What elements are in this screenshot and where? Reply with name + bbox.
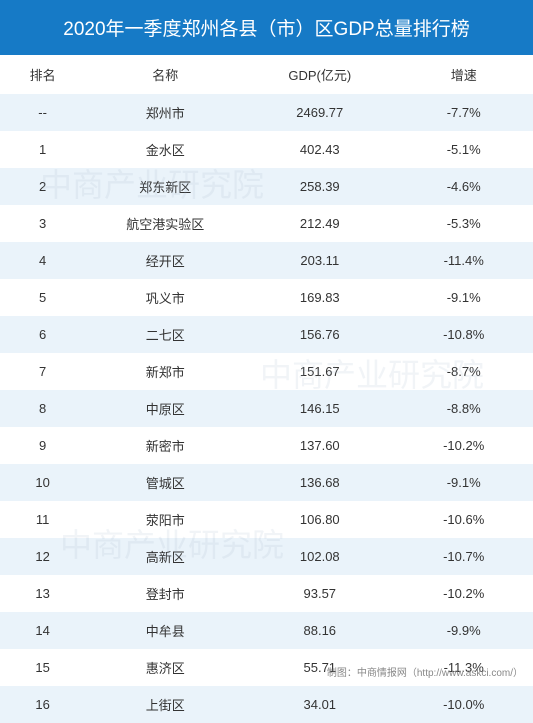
col-header-name: 名称 (85, 55, 245, 94)
cell-growth: -10.7% (394, 538, 533, 575)
table-row: 1金水区402.43-5.1% (0, 131, 533, 168)
table-row: 7新郑市151.67-8.7% (0, 353, 533, 390)
cell-growth: -5.1% (394, 131, 533, 168)
cell-gdp: 156.76 (245, 316, 394, 353)
cell-rank: 14 (0, 612, 85, 649)
cell-rank: 15 (0, 649, 85, 686)
cell-gdp: 88.16 (245, 612, 394, 649)
table-row: 11荥阳市106.80-10.6% (0, 501, 533, 538)
cell-rank: 10 (0, 464, 85, 501)
cell-rank: 9 (0, 427, 85, 464)
cell-rank: 8 (0, 390, 85, 427)
cell-rank: 16 (0, 686, 85, 723)
cell-rank: 1 (0, 131, 85, 168)
cell-gdp: 34.01 (245, 686, 394, 723)
cell-growth: -5.3% (394, 205, 533, 242)
cell-name: 惠济区 (85, 649, 245, 686)
cell-name: 经开区 (85, 242, 245, 279)
cell-rank: -- (0, 94, 85, 131)
cell-name: 新郑市 (85, 353, 245, 390)
cell-gdp: 212.49 (245, 205, 394, 242)
cell-rank: 12 (0, 538, 85, 575)
cell-name: 巩义市 (85, 279, 245, 316)
table-row: 6二七区156.76-10.8% (0, 316, 533, 353)
table-row: 5巩义市169.83-9.1% (0, 279, 533, 316)
cell-gdp: 102.08 (245, 538, 394, 575)
gdp-ranking-table: 排名 名称 GDP(亿元) 增速 --郑州市2469.77-7.7%1金水区40… (0, 55, 533, 723)
cell-gdp: 137.60 (245, 427, 394, 464)
cell-name: 郑东新区 (85, 168, 245, 205)
cell-name: 中牟县 (85, 612, 245, 649)
footer-credit: 制图：中商情报网（http://www.askci.com/） (327, 664, 523, 679)
cell-name: 登封市 (85, 575, 245, 612)
header-row: 排名 名称 GDP(亿元) 增速 (0, 55, 533, 94)
table-row: 16上街区34.01-10.0% (0, 686, 533, 723)
cell-growth: -10.2% (394, 427, 533, 464)
cell-name: 二七区 (85, 316, 245, 353)
cell-growth: -10.0% (394, 686, 533, 723)
cell-name: 高新区 (85, 538, 245, 575)
cell-gdp: 203.11 (245, 242, 394, 279)
cell-gdp: 169.83 (245, 279, 394, 316)
cell-growth: -9.9% (394, 612, 533, 649)
cell-growth: -9.1% (394, 464, 533, 501)
table-row: 10管城区136.68-9.1% (0, 464, 533, 501)
table-row: 2郑东新区258.39-4.6% (0, 168, 533, 205)
cell-rank: 13 (0, 575, 85, 612)
cell-growth: -9.1% (394, 279, 533, 316)
col-header-gdp: GDP(亿元) (245, 55, 394, 94)
cell-growth: -10.6% (394, 501, 533, 538)
table-container: 2020年一季度郑州各县（市）区GDP总量排行榜 排名 名称 GDP(亿元) 增… (0, 0, 533, 683)
table-row: 14中牟县88.16-9.9% (0, 612, 533, 649)
cell-gdp: 106.80 (245, 501, 394, 538)
cell-growth: -11.4% (394, 242, 533, 279)
cell-growth: -10.8% (394, 316, 533, 353)
cell-growth: -7.7% (394, 94, 533, 131)
cell-name: 郑州市 (85, 94, 245, 131)
cell-gdp: 93.57 (245, 575, 394, 612)
cell-gdp: 258.39 (245, 168, 394, 205)
cell-name: 新密市 (85, 427, 245, 464)
table-row: --郑州市2469.77-7.7% (0, 94, 533, 131)
cell-name: 上街区 (85, 686, 245, 723)
table-row: 12高新区102.08-10.7% (0, 538, 533, 575)
col-header-rank: 排名 (0, 55, 85, 94)
cell-name: 金水区 (85, 131, 245, 168)
page-title: 2020年一季度郑州各县（市）区GDP总量排行榜 (0, 0, 533, 55)
cell-name: 中原区 (85, 390, 245, 427)
cell-gdp: 2469.77 (245, 94, 394, 131)
cell-growth: -8.8% (394, 390, 533, 427)
cell-name: 荥阳市 (85, 501, 245, 538)
cell-gdp: 136.68 (245, 464, 394, 501)
cell-rank: 7 (0, 353, 85, 390)
table-row: 9新密市137.60-10.2% (0, 427, 533, 464)
cell-gdp: 146.15 (245, 390, 394, 427)
col-header-growth: 增速 (394, 55, 533, 94)
cell-growth: -10.2% (394, 575, 533, 612)
cell-growth: -8.7% (394, 353, 533, 390)
table-row: 4经开区203.11-11.4% (0, 242, 533, 279)
table-row: 8中原区146.15-8.8% (0, 390, 533, 427)
cell-name: 航空港实验区 (85, 205, 245, 242)
cell-rank: 2 (0, 168, 85, 205)
cell-rank: 11 (0, 501, 85, 538)
cell-rank: 6 (0, 316, 85, 353)
cell-rank: 4 (0, 242, 85, 279)
cell-rank: 5 (0, 279, 85, 316)
cell-growth: -4.6% (394, 168, 533, 205)
cell-gdp: 402.43 (245, 131, 394, 168)
cell-name: 管城区 (85, 464, 245, 501)
cell-gdp: 151.67 (245, 353, 394, 390)
cell-rank: 3 (0, 205, 85, 242)
table-row: 13登封市93.57-10.2% (0, 575, 533, 612)
table-row: 3航空港实验区212.49-5.3% (0, 205, 533, 242)
